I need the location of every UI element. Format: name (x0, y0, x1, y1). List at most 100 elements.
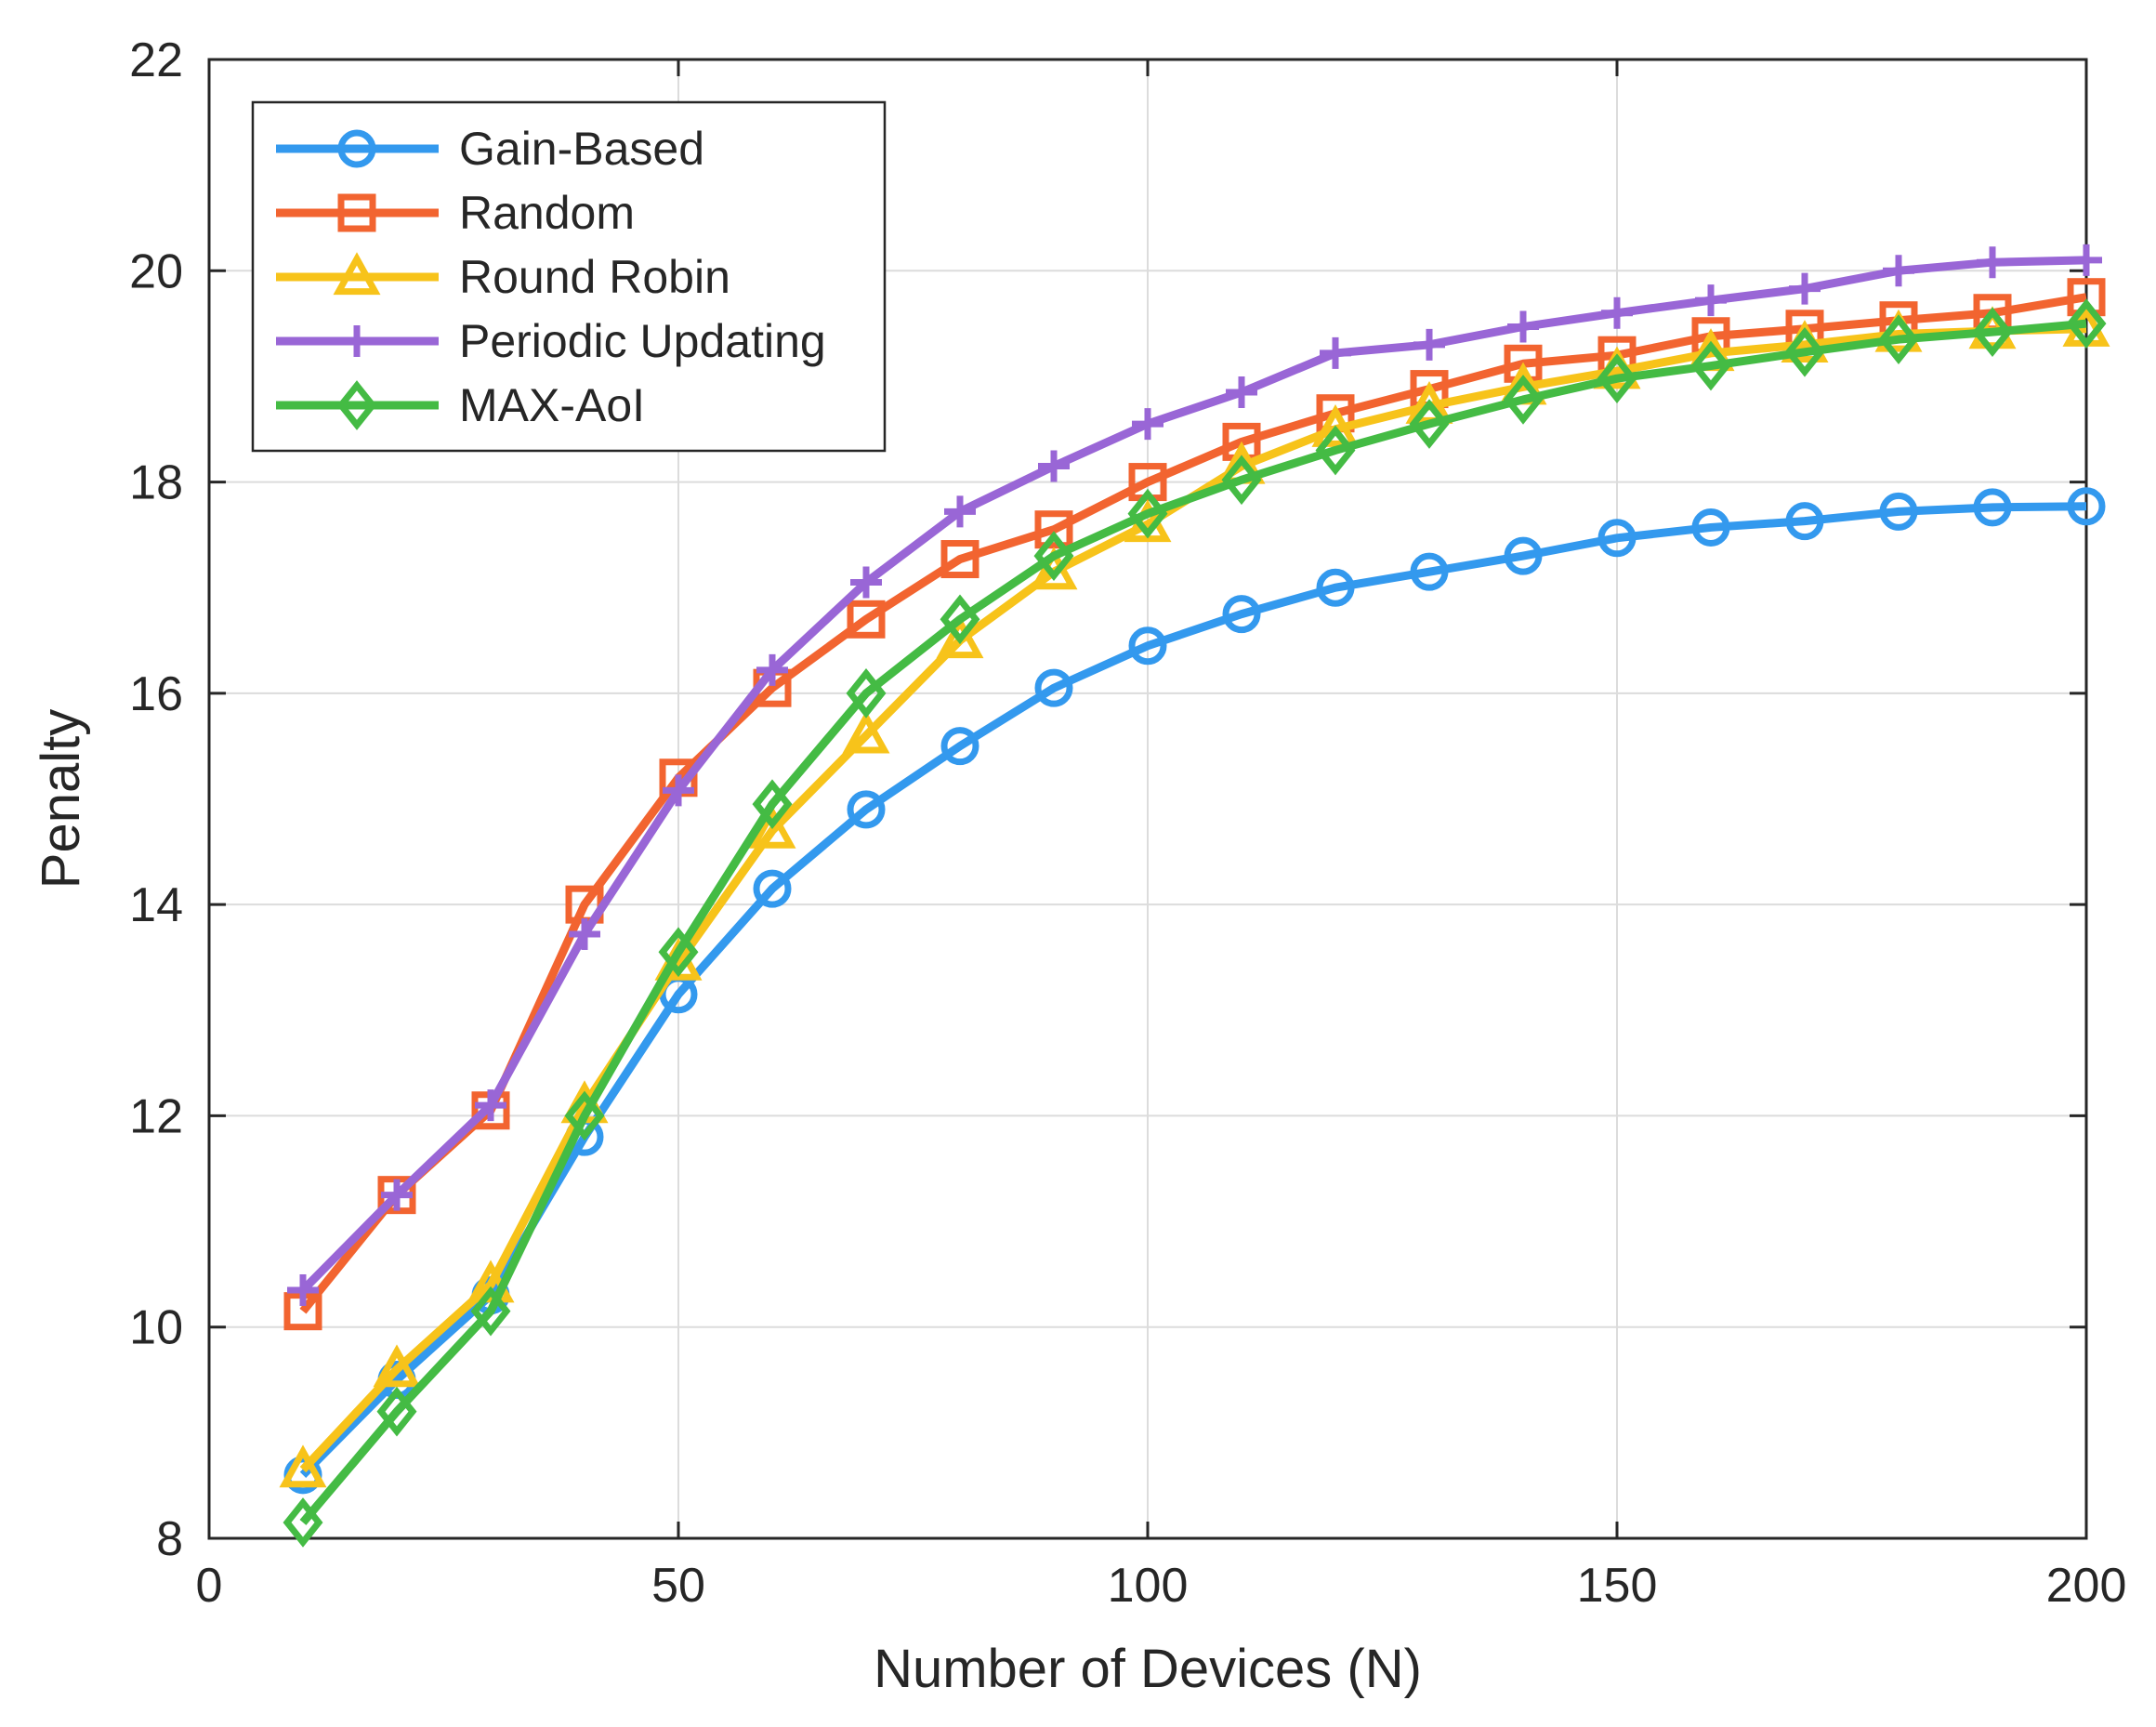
legend-entry: Periodic Updating (276, 315, 826, 367)
data-point (847, 790, 886, 829)
legend-label: Periodic Updating (459, 315, 826, 367)
data-point (475, 1089, 506, 1122)
legend-marker (337, 129, 376, 168)
data-point (1597, 353, 1637, 404)
data-point (283, 1497, 323, 1548)
data-point (1690, 340, 1731, 391)
data-point (1597, 519, 1637, 558)
data-point (1879, 492, 1918, 531)
data-point (1695, 284, 1727, 317)
data-point (756, 653, 788, 686)
x-tick-label: 50 (651, 1559, 705, 1613)
data-point (381, 1179, 413, 1211)
data-point (1132, 408, 1163, 441)
data-point (1221, 455, 1262, 506)
y-tick-label: 18 (129, 456, 183, 510)
data-point (663, 774, 694, 807)
data-point (846, 668, 887, 718)
data-point (376, 1386, 417, 1437)
series-random (283, 278, 2106, 1331)
series-periodic-updating (287, 244, 2102, 1306)
x-tick-label: 200 (2046, 1559, 2127, 1613)
data-point (1504, 536, 1543, 575)
data-point (1977, 246, 2008, 279)
y-tick-label: 20 (129, 244, 183, 298)
legend-entry: Gain-Based (276, 123, 704, 175)
legend: Gain-Based Random Round Robin Periodic Upda… (251, 100, 887, 453)
data-point (1127, 488, 1168, 539)
data-point (940, 727, 979, 766)
data-point (850, 566, 882, 599)
legend-label: Round Robin (459, 251, 730, 303)
data-point (1413, 328, 1445, 361)
data-point (1507, 310, 1539, 343)
data-point (940, 594, 980, 645)
y-tick-label: 10 (129, 1301, 183, 1355)
y-tick-label: 14 (129, 878, 183, 932)
data-point (1030, 547, 1078, 590)
y-tick-label: 16 (129, 667, 183, 721)
data-point (847, 600, 886, 639)
data-point (940, 540, 979, 579)
data-point (1033, 531, 1074, 581)
legend-label: Gain-Based (459, 123, 704, 175)
data-point (944, 495, 976, 528)
data-point (658, 927, 699, 978)
series-group (279, 244, 2110, 1548)
x-tick-label: 100 (1108, 1559, 1189, 1613)
data-point (1789, 272, 1821, 305)
legend-entry: Round Robin (276, 251, 730, 303)
y-tick-label: 8 (156, 1512, 183, 1566)
data-point (1226, 376, 1257, 408)
data-point (1973, 488, 2012, 527)
data-point (936, 615, 984, 659)
data-point (1784, 326, 1825, 377)
data-point (564, 1090, 605, 1141)
data-point (2066, 298, 2107, 349)
legend-marker (337, 193, 376, 232)
data-point (1883, 255, 1914, 287)
data-point (748, 805, 796, 849)
data-point (1785, 502, 1824, 541)
data-point (1503, 375, 1544, 425)
data-point (753, 869, 792, 908)
data-point (1316, 568, 1355, 607)
data-point (279, 1444, 327, 1488)
legend-entry: Random (276, 187, 635, 239)
data-point (1409, 399, 1450, 449)
data-point (1320, 336, 1351, 369)
data-point (1410, 552, 1449, 591)
legend-label: Random (459, 187, 635, 239)
series-max-aoi (283, 298, 2107, 1548)
legend-marker (336, 380, 377, 430)
data-point (1034, 510, 1073, 549)
data-point (842, 710, 890, 754)
x-tick-label: 0 (196, 1559, 223, 1613)
data-point (569, 917, 600, 950)
data-point (1222, 595, 1261, 634)
legend-marker (341, 325, 373, 357)
data-point (470, 1285, 511, 1337)
data-point (752, 779, 793, 830)
data-point (1601, 297, 1633, 329)
legend-label: MAX-AoI (459, 379, 645, 431)
legend-marker (333, 252, 381, 296)
y-tick-label: 12 (129, 1089, 183, 1143)
data-point (1311, 403, 1360, 447)
y-axis-label: Penalty (31, 709, 91, 889)
data-point (1128, 626, 1167, 666)
data-point (1878, 314, 1919, 365)
data-point (1691, 508, 1730, 547)
data-point (2071, 244, 2102, 276)
x-tick-label: 150 (1577, 1559, 1658, 1613)
axis-ticks: 0 50 100 150 200 8 10 12 14 16 18 20 22 (129, 33, 2126, 1613)
data-point (1034, 668, 1073, 707)
x-axis-label: Number of Devices (N) (874, 1639, 1422, 1699)
data-point (287, 1273, 319, 1306)
data-point (1315, 425, 1356, 476)
data-point (1038, 450, 1070, 482)
data-point (373, 1344, 421, 1388)
data-point (1972, 307, 2013, 358)
data-point (2067, 487, 2106, 526)
